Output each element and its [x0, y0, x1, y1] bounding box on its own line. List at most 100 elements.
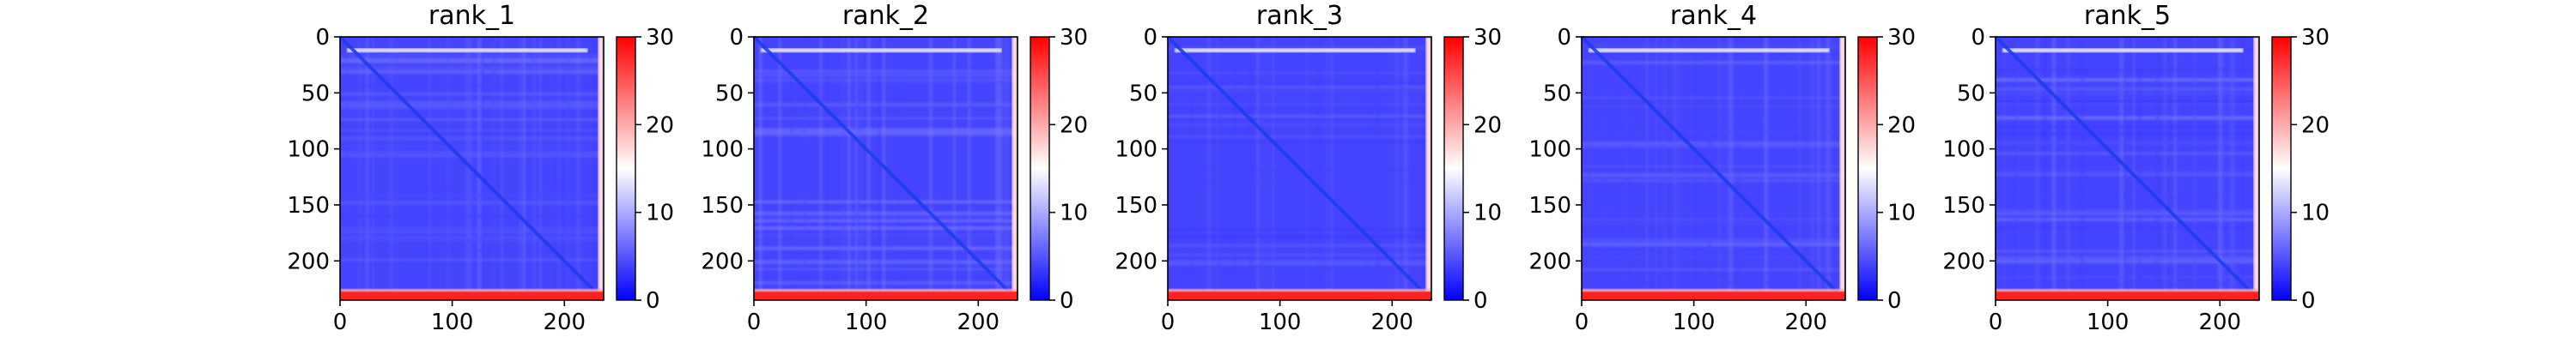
heatmap-band: [340, 85, 604, 88]
heatmap-band: [1656, 37, 1658, 300]
heatmap-band: [754, 117, 1018, 119]
y-tick-label: 100: [701, 137, 744, 163]
heatmap-band: [789, 37, 793, 300]
heatmap-band-top: [760, 48, 1002, 53]
heatmap-band: [1707, 37, 1712, 300]
y-tick-label: 200: [1942, 249, 1985, 274]
colorbar: [1443, 36, 1464, 301]
heatmap-band: [1996, 209, 2259, 213]
colorbar-tick-label: 10: [2301, 201, 2330, 226]
heatmap-band: [2015, 37, 2018, 300]
panel-title: rank_5: [2084, 1, 2171, 31]
x-tick-label: 0: [1575, 310, 1589, 335]
heatmap-band: [1996, 196, 2259, 198]
heatmap-band: [1996, 93, 2259, 95]
heatmap-band: [1674, 37, 1677, 300]
panel-title: rank_1: [428, 1, 515, 31]
heatmap-band: [878, 37, 881, 300]
axes-frame: [339, 36, 605, 301]
heatmap-band: [1305, 37, 1308, 300]
heatmap-band: [1826, 37, 1832, 300]
heatmap-band: [1582, 61, 1845, 65]
heatmap-band: [446, 37, 451, 300]
heatmap-band: [1588, 37, 1591, 300]
heatmap-band: [1322, 37, 1326, 300]
heatmap-band-top: [1174, 48, 1416, 53]
panel-4: rank_4 0 50 100 150 200 0 100 200 0 10 20 30: [1528, 1, 1916, 335]
heatmap-band: [2231, 37, 2236, 300]
heatmap-band: [754, 233, 1018, 238]
x-tick-label: 200: [957, 310, 999, 335]
heatmap-band: [1168, 277, 1431, 280]
heatmap-band: [371, 37, 374, 300]
heatmap-diagonal: [1166, 35, 1433, 302]
heatmap-band: [754, 221, 1018, 226]
heatmap-band: [754, 268, 1018, 270]
heatmap-band: [826, 37, 829, 300]
heatmap-band: [1168, 244, 1431, 248]
heatmap-band: [1582, 44, 1845, 49]
x-tick-label: 100: [1673, 310, 1716, 335]
y-tick-label: 50: [1129, 81, 1157, 106]
heatmap-band: [2218, 37, 2221, 300]
colorbar: [2271, 36, 2292, 301]
heatmap-band-right: [1012, 37, 1018, 300]
heatmap-band: [1996, 125, 2259, 129]
heatmap-band: [1317, 37, 1321, 300]
heatmap-band: [2228, 37, 2233, 300]
heatmap-band: [1582, 256, 1845, 259]
heatmap-band: [465, 37, 470, 300]
heatmap-band-bottom: [1582, 291, 1845, 300]
heatmap-band-top: [346, 48, 588, 53]
panel-3: rank_3 0 50 100 150 200 0 100 200 0 10 20 30: [1115, 1, 1502, 335]
heatmap-band: [1400, 37, 1404, 300]
heatmap-band: [754, 214, 1018, 218]
heatmap-band-bottom-edge: [1168, 288, 1431, 292]
colorbar-tick-label: 30: [1887, 25, 1916, 51]
heatmap-band-top: [1588, 48, 1830, 53]
heatmap-band: [340, 151, 604, 153]
heatmap-band: [1168, 103, 1431, 106]
x-tick-label: 100: [2087, 310, 2129, 335]
heatmap-diagonal: [338, 35, 605, 302]
heatmap-band: [968, 37, 969, 300]
colorbar-tick-label: 10: [1473, 201, 1502, 226]
heatmap-band: [1996, 132, 2259, 136]
x-tick-label: 200: [1370, 310, 1413, 335]
heatmap-band: [1679, 37, 1682, 300]
heatmap-band: [1168, 108, 1431, 111]
y-tick-label: 150: [1942, 193, 1985, 219]
heatmap-band: [754, 81, 1018, 83]
colorbar-tick-label: 30: [646, 25, 674, 51]
y-tick-label: 200: [1115, 249, 1157, 274]
heatmap-band: [1168, 141, 1431, 144]
panel-title: rank_2: [842, 1, 929, 31]
y-tick-label: 200: [701, 249, 744, 274]
y-tick-label: 0: [1143, 25, 1157, 51]
heatmap-band: [1662, 37, 1668, 300]
colorbar-tick-label: 30: [1473, 25, 1502, 51]
heatmap-band: [1168, 117, 1431, 120]
panel-1: rank_1 0 50 100 150 200 0 100 200 0 10 20 30: [287, 1, 674, 335]
heatmap-band: [1264, 37, 1269, 300]
colorbar-tick-label: 0: [2301, 288, 2316, 314]
heatmap-band: [1168, 260, 1431, 263]
heatmap-band: [952, 37, 955, 300]
heatmap-band: [2222, 37, 2226, 300]
y-tick-label: 0: [1971, 25, 1985, 51]
heatmap-band: [340, 145, 604, 148]
heatmap-band: [1582, 242, 1845, 247]
heatmap-band: [855, 37, 859, 300]
heatmap-band: [1390, 37, 1394, 300]
x-tick-label: 100: [1259, 310, 1302, 335]
heatmap-band: [2082, 37, 2085, 300]
heatmap-band: [1736, 37, 1740, 300]
heatmap-band: [2003, 37, 2005, 300]
heatmap-band: [1256, 37, 1260, 300]
panel-title: rank_4: [1670, 1, 1757, 31]
heatmap-band-right: [2253, 37, 2259, 300]
colorbar: [616, 36, 636, 301]
colorbar-tick-label: 0: [1060, 288, 1074, 314]
heatmap-band: [2137, 37, 2142, 300]
x-tick-label: 0: [333, 310, 348, 335]
